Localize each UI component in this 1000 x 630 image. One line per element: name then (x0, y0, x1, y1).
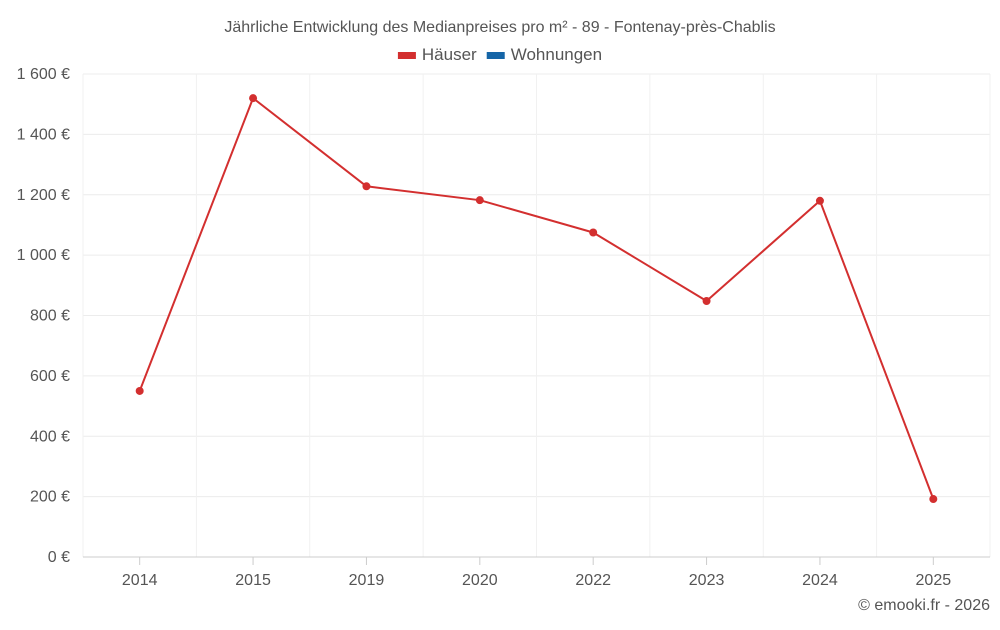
y-tick-label: 0 € (48, 549, 70, 566)
x-tick-label: 2019 (349, 572, 385, 589)
series-layer (135, 94, 938, 504)
series-line-0 (138, 97, 935, 500)
data-point[interactable] (815, 196, 824, 205)
x-axis: 2014 2015 2019 2020 2022 2023 2024 2025 (83, 556, 990, 589)
y-tick-label: 400 € (30, 428, 70, 445)
data-point[interactable] (135, 386, 144, 395)
data-point[interactable] (475, 196, 484, 205)
x-tick-label: 2020 (462, 572, 498, 589)
legend-swatch (486, 52, 505, 59)
legend-item-0[interactable]: Häuser (397, 45, 477, 64)
y-tick-label: 1 200 € (17, 187, 70, 204)
legend-item-1[interactable]: Wohnungen (486, 45, 602, 64)
legend-swatch (397, 52, 416, 59)
legend: Häuser Wohnungen (397, 45, 602, 64)
y-tick-label: 600 € (30, 368, 70, 385)
y-tick-label: 1 400 € (17, 126, 70, 143)
y-tick-label: 1 600 € (17, 66, 70, 83)
x-tick-label: 2025 (916, 572, 952, 589)
legend-label: Wohnungen (511, 45, 602, 64)
x-tick-label: 2024 (802, 572, 838, 589)
x-tick-label: 2015 (235, 572, 271, 589)
y-axis: 0 € 200 € 400 € 600 € 800 € 1 000 € 1 200 € 1 4… (17, 66, 70, 566)
x-tick-label: 2014 (122, 572, 158, 589)
data-point[interactable] (929, 495, 938, 504)
data-point[interactable] (249, 94, 258, 103)
data-point[interactable] (702, 297, 711, 306)
data-point[interactable] (589, 228, 598, 237)
data-point[interactable] (362, 182, 371, 191)
x-tick-label: 2023 (689, 572, 725, 589)
y-tick-label: 1 000 € (17, 247, 70, 264)
legend-label: Häuser (422, 45, 477, 64)
grid (82, 73, 991, 558)
credit-text: © emooki.fr - 2026 (858, 597, 990, 614)
chart-title: Jährliche Entwicklung des Medianpreises … (224, 19, 775, 36)
y-tick-label: 200 € (30, 489, 70, 506)
y-tick-label: 800 € (30, 308, 70, 325)
x-tick-label: 2022 (575, 572, 611, 589)
